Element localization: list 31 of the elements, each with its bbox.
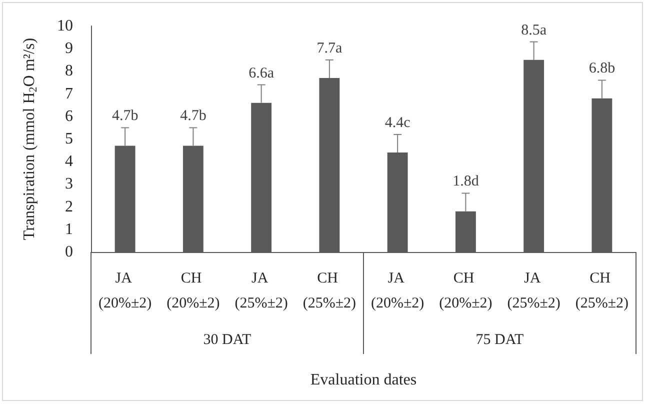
x-tick-label: CH (25%±2): [302, 270, 356, 312]
x-tick-label: JA (20%±2): [98, 270, 152, 312]
y-tick-label: 4: [65, 153, 73, 170]
data-label: 6.6a: [248, 65, 274, 82]
text: 75 DAT: [476, 332, 524, 348]
x-tick-label: CH (20%±2): [166, 270, 220, 312]
x-tick-label: CH (20%±2): [439, 270, 492, 312]
x-axis-title: Evaluation dates: [310, 372, 417, 388]
x-tick-label: JA (25%±2): [507, 270, 560, 312]
y-tick-label: 5: [65, 130, 73, 148]
data-label: 4.7b: [180, 108, 206, 124]
text: 30 DAT: [203, 332, 252, 348]
data-label: 7.7a: [316, 40, 342, 56]
y-tick-label: 1: [65, 220, 73, 238]
x-tick-label: JA (25%±2): [234, 270, 288, 312]
y-tick-label: 0: [65, 244, 73, 260]
y-tick-label: 10: [57, 18, 73, 34]
data-label: 8.5a: [521, 22, 547, 38]
y-axis-title: Transpiration (mmol H2O m²/s): [21, 38, 40, 240]
y-tick-label: 9: [65, 40, 73, 58]
y-tick-label: 6: [65, 108, 73, 125]
data-label: 6.8b: [588, 60, 616, 77]
y-tick-label: 8: [65, 62, 73, 80]
y-tick-label: 3: [65, 176, 73, 193]
y-tick-label: 2: [65, 198, 73, 216]
x-tick-label: CH (25%±2): [575, 270, 629, 312]
data-label: 4.7b: [112, 108, 138, 124]
y-tick-label: 7: [65, 85, 73, 102]
x-tick-label: JA (20%±2): [370, 270, 424, 312]
data-label: 1.8d: [452, 174, 480, 190]
data-label: 4.4c: [384, 114, 411, 131]
